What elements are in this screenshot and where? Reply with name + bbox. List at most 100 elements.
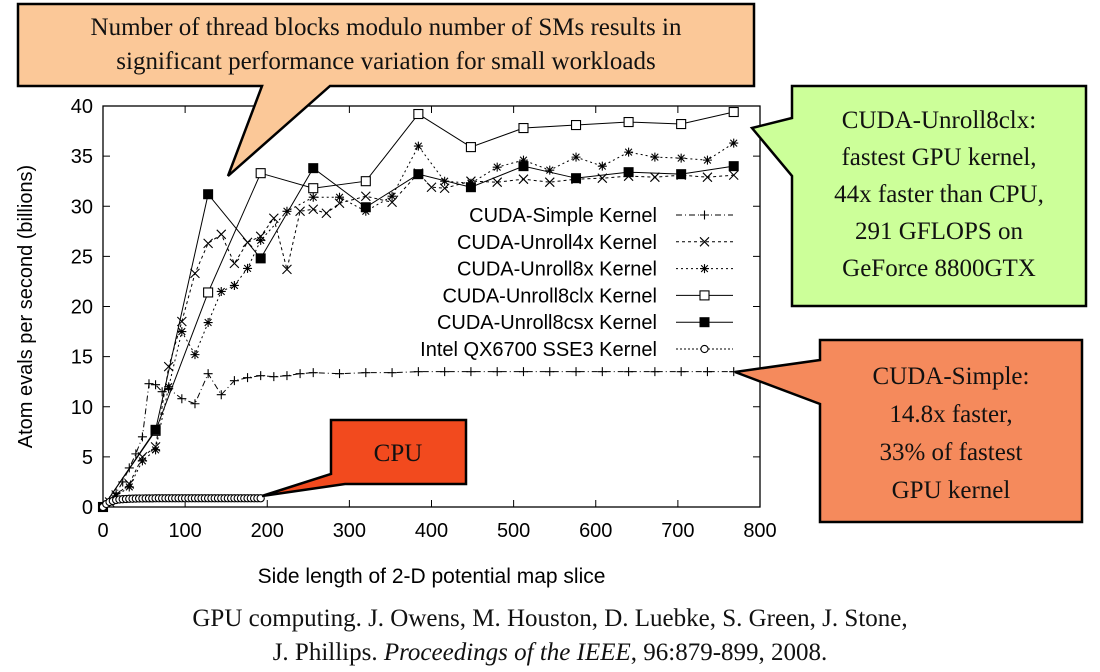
data-point (545, 367, 555, 377)
legend-label: CUDA-Unroll8csx Kernel (437, 312, 657, 334)
data-point (163, 361, 174, 372)
callout-text: CUDA-Simple: (873, 363, 1030, 390)
legend-marker (700, 264, 709, 274)
legend-entry-1: CUDA-Simple Kernel (469, 205, 733, 227)
callout-box (749, 84, 1088, 308)
data-point (177, 394, 187, 404)
callout-text: CUDA-Unroll8clx: (842, 107, 1036, 134)
x-tick-label: 200 (251, 520, 284, 542)
data-point (269, 372, 279, 382)
callout-text: 33% of fastest (879, 439, 1022, 466)
data-point (308, 183, 319, 194)
data-point (702, 155, 712, 165)
data-point (190, 350, 200, 360)
data-point (466, 367, 476, 377)
callout-box (261, 418, 468, 498)
data-point (624, 367, 634, 377)
data-point (151, 445, 161, 455)
data-point (295, 206, 305, 217)
data-point (413, 108, 424, 120)
callout-text: fastest GPU kernel, (841, 144, 1036, 171)
data-point (571, 152, 581, 162)
data-point (649, 172, 660, 183)
legend-entry-2: CUDA-Unroll4x Kernel (457, 232, 733, 254)
data-point (124, 482, 134, 492)
data-point (203, 287, 214, 298)
callout-text: 14.8x faster, (889, 401, 1012, 428)
legend-label: CUDA-Simple Kernel (469, 205, 657, 227)
series-4 (97, 106, 739, 513)
series-line (102, 142, 734, 508)
data-point (492, 367, 502, 377)
data-point (676, 169, 687, 180)
performance-chart: 0 100 200 300 400 500 600 700 800 0 5 10 15 20 25 30 35 4… (15, 2, 1088, 588)
legend-entry-4: CUDA-Unroll8clx Kernel (442, 285, 733, 307)
data-point (203, 238, 214, 249)
data-point (571, 173, 582, 184)
data-point (229, 376, 239, 386)
y-tick-label: 40 (71, 96, 93, 118)
callout-box (16, 2, 756, 177)
y-tick-label: 0 (82, 497, 93, 519)
citation-authors: J. Phillips. (272, 639, 384, 666)
data-point (255, 253, 266, 264)
data-point (137, 432, 147, 442)
data-point (676, 118, 687, 130)
data-point (518, 367, 528, 377)
data-point (282, 371, 292, 381)
callout-text: CPU (374, 440, 423, 467)
data-point (282, 206, 292, 216)
data-point (360, 202, 371, 213)
citation-line-2: J. Phillips. Proceedings of the IEEE, 96… (0, 636, 1100, 670)
data-point (321, 208, 332, 219)
thread-blocks-callout: Number of thread blocks modulo number of… (16, 2, 756, 177)
legend-entry-6: Intel QX6700 SSE3 Kernel (420, 339, 733, 361)
data-point (164, 382, 174, 392)
data-point (650, 367, 660, 377)
data-point (335, 369, 345, 379)
data-point (545, 165, 555, 175)
data-point (216, 286, 226, 296)
data-point (413, 169, 424, 180)
y-axis-label: Atom evals per second (billions) (15, 165, 37, 448)
data-point (335, 192, 345, 202)
data-point (308, 368, 318, 378)
callout-box (734, 338, 1084, 524)
legend-label: Intel QX6700 SSE3 Kernel (420, 339, 657, 361)
data-point (177, 327, 187, 337)
y-tick-label: 10 (71, 397, 93, 419)
x-tick-label: 100 (168, 520, 201, 542)
legend-marker (700, 344, 709, 354)
data-point (216, 390, 226, 400)
data-point (623, 116, 634, 128)
data-point (676, 153, 686, 163)
data-point (387, 368, 397, 378)
data-point (150, 424, 161, 435)
data-point (465, 182, 476, 193)
data-point (255, 168, 266, 179)
callout-text: Number of thread blocks modulo number of… (91, 14, 682, 41)
data-point (387, 191, 397, 201)
data-point (308, 163, 319, 174)
y-tick-label: 15 (71, 347, 93, 369)
data-point (157, 387, 167, 397)
data-point (203, 318, 213, 328)
data-point (440, 367, 450, 377)
legend-marker (699, 236, 710, 247)
x-tick-label: 0 (97, 520, 108, 542)
data-point (256, 235, 266, 245)
data-point (597, 161, 607, 171)
data-point (282, 264, 292, 275)
data-point (229, 258, 240, 269)
data-point (571, 367, 581, 377)
legend-label: CUDA-Unroll8x Kernel (457, 259, 657, 281)
data-point (243, 373, 253, 383)
data-point (544, 177, 555, 188)
data-point (439, 183, 450, 194)
data-point (518, 161, 529, 172)
data-point (360, 191, 371, 202)
data-point (728, 170, 739, 181)
data-point (137, 456, 147, 466)
x-tick-label: 700 (661, 520, 694, 542)
callouts: Number of thread blocks modulo number of… (16, 2, 1088, 524)
